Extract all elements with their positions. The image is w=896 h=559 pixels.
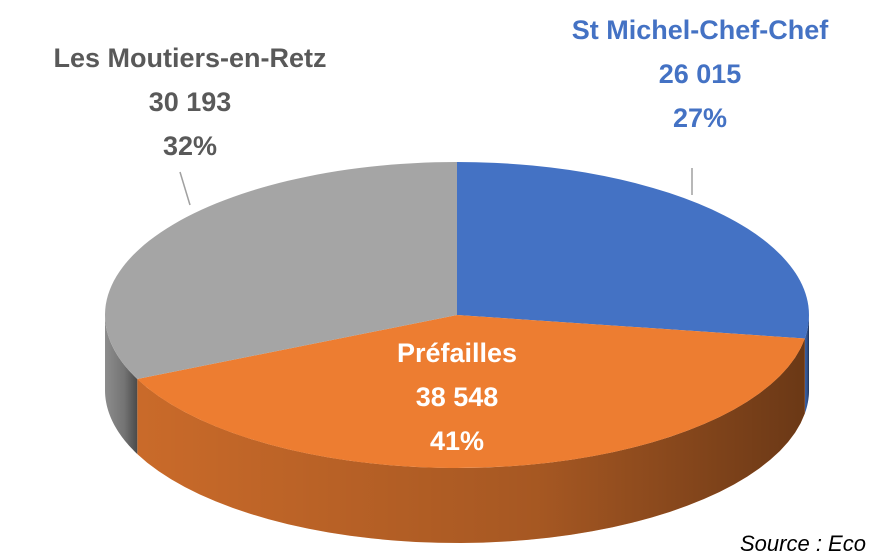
slice [137,315,805,469]
slice-label: Préfailles [397,338,517,368]
percent-label: 27% [673,103,727,133]
leader-line [179,171,191,206]
value-label: 26 015 [659,59,742,89]
percent-label: 41% [430,426,484,456]
value-label: 30 193 [149,87,232,117]
slice-label: St Michel-Chef-Chef [572,15,830,45]
source: Source : Eco [740,531,866,556]
slice-label: Les Moutiers-en-Retz [53,43,326,73]
value-label: 38 548 [416,382,499,412]
slice [457,162,809,339]
percent-label: 32% [163,131,217,161]
slice-side-shade [105,315,138,454]
slice-side-shade [137,338,805,543]
pie [104,162,809,543]
slice [104,162,458,379]
slice-side-shade [804,315,809,414]
